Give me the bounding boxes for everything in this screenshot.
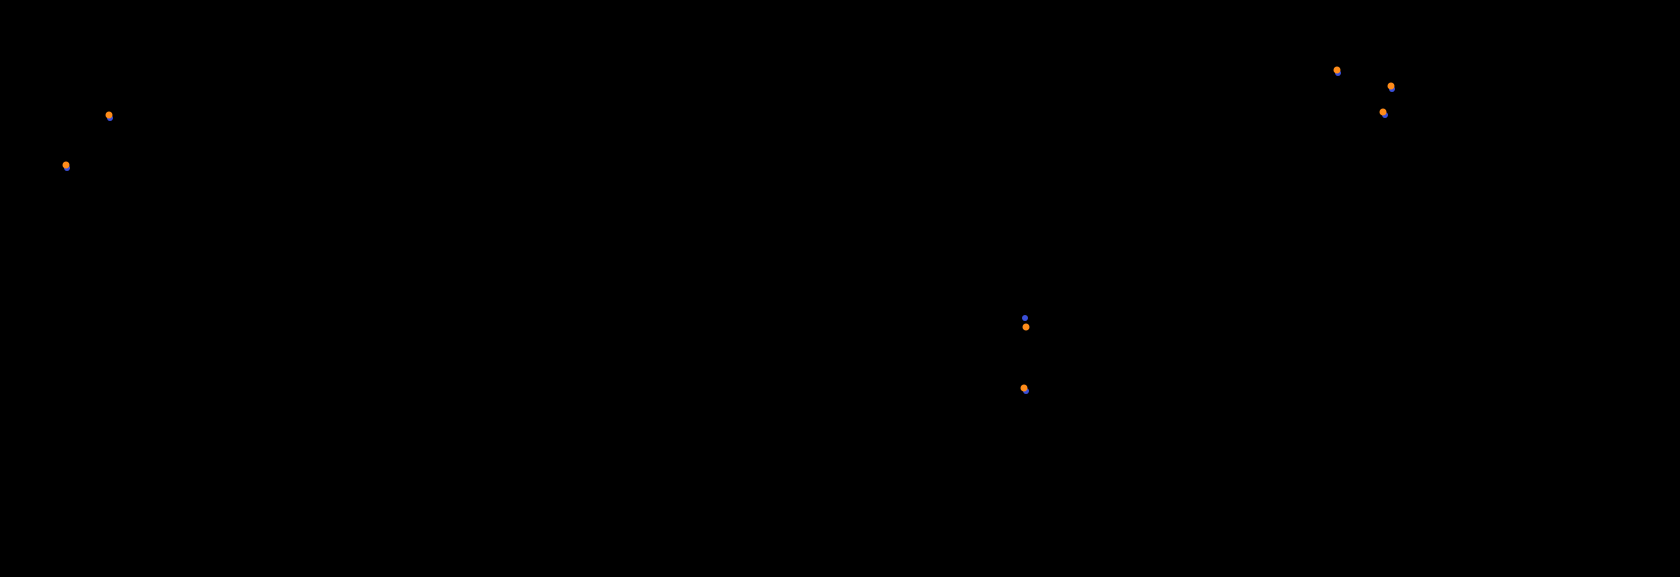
scatter-point-orange (63, 162, 70, 169)
scatter-point-blue (1022, 315, 1028, 321)
scatter-point-orange (1021, 385, 1028, 392)
scatter-point-orange (1023, 324, 1030, 331)
scatter-point-orange (1388, 83, 1395, 90)
scatter-plot (0, 0, 1680, 577)
scatter-point-orange (106, 112, 113, 119)
scatter-point-orange (1380, 109, 1387, 116)
scatter-point-orange (1334, 67, 1341, 74)
